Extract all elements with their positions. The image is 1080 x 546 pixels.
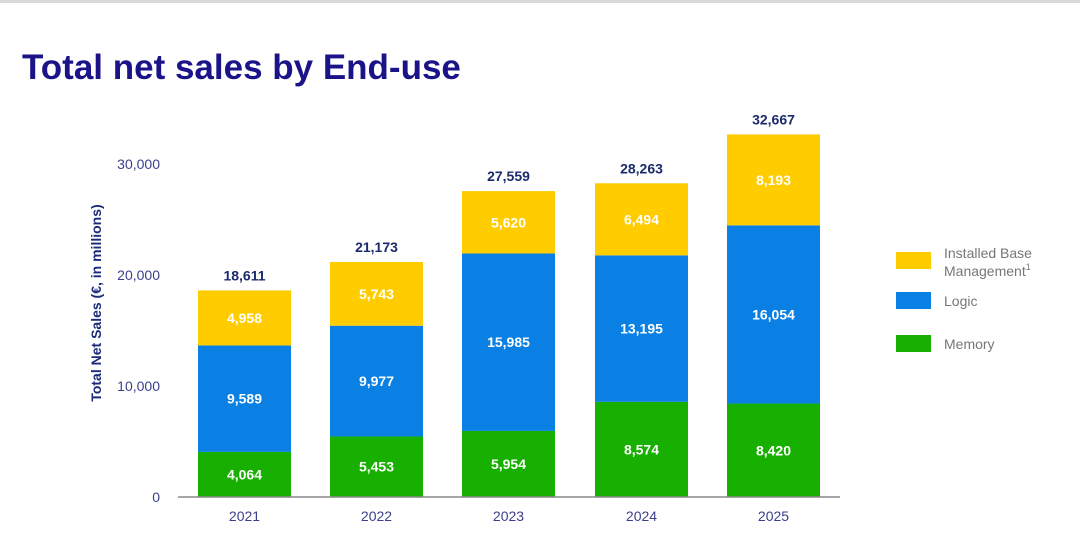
x-tick-label: 2024 bbox=[626, 508, 657, 524]
bar-segment-memory bbox=[198, 451, 291, 497]
data-label: 8,193 bbox=[756, 172, 791, 188]
x-tick-label: 2023 bbox=[493, 508, 524, 524]
legend-swatch bbox=[896, 252, 931, 269]
x-tick-label: 2022 bbox=[361, 508, 392, 524]
bar-segment-installed-base-management bbox=[198, 290, 291, 346]
data-label: 5,453 bbox=[359, 459, 394, 475]
data-label: 9,977 bbox=[359, 373, 394, 389]
y-tick-label: 0 bbox=[152, 489, 160, 505]
legend-swatch bbox=[896, 335, 931, 352]
legend-label: Installed Base bbox=[944, 245, 1032, 261]
total-label: 28,263 bbox=[620, 160, 663, 176]
y-tick-label: 30,000 bbox=[117, 156, 160, 172]
bar-segment-logic bbox=[595, 255, 688, 402]
data-label: 13,195 bbox=[620, 321, 663, 337]
data-label: 16,054 bbox=[752, 306, 795, 322]
data-label: 5,954 bbox=[491, 456, 526, 472]
bar-segment-logic bbox=[330, 325, 423, 437]
y-tick-label: 10,000 bbox=[117, 378, 160, 394]
data-label: 6,494 bbox=[624, 211, 659, 227]
total-label: 32,667 bbox=[752, 111, 795, 127]
legend-swatch bbox=[896, 292, 931, 309]
bar-segment-logic bbox=[198, 345, 291, 452]
page-title: Total net sales by End-use bbox=[22, 48, 461, 87]
bar-segment-memory bbox=[462, 430, 555, 497]
legend-label: Logic bbox=[944, 293, 977, 309]
x-tick-label: 2025 bbox=[758, 508, 789, 524]
y-axis-label: Total Net Sales (€, in millions) bbox=[88, 204, 104, 401]
legend-label: Memory bbox=[944, 336, 995, 352]
y-tick-label: 20,000 bbox=[117, 267, 160, 283]
data-label: 5,620 bbox=[491, 214, 526, 230]
data-label: 9,589 bbox=[227, 391, 262, 407]
total-label: 27,559 bbox=[487, 168, 530, 184]
x-tick-label: 2021 bbox=[229, 508, 260, 524]
bar-segment-installed-base-management bbox=[462, 191, 555, 254]
data-label: 15,985 bbox=[487, 334, 530, 350]
bar-segment-installed-base-management bbox=[595, 183, 688, 256]
bar-segment-logic bbox=[727, 225, 820, 404]
bar-segment-installed-base-management bbox=[727, 134, 820, 226]
total-label: 18,611 bbox=[223, 267, 265, 283]
data-label: 8,574 bbox=[624, 441, 659, 457]
legend-label: Management1 bbox=[944, 262, 1031, 279]
data-label: 4,064 bbox=[227, 466, 262, 482]
bar-segment-memory bbox=[330, 436, 423, 497]
bar-segment-installed-base-management bbox=[330, 261, 423, 326]
bar-segment-logic bbox=[462, 253, 555, 431]
data-label: 8,420 bbox=[756, 442, 791, 458]
bar-segment-memory bbox=[595, 401, 688, 497]
bar-segment-memory bbox=[727, 403, 820, 497]
data-label: 5,743 bbox=[359, 286, 394, 302]
data-label: 4,958 bbox=[227, 310, 262, 326]
top-divider bbox=[0, 0, 1080, 3]
total-label: 21,173 bbox=[355, 239, 398, 255]
